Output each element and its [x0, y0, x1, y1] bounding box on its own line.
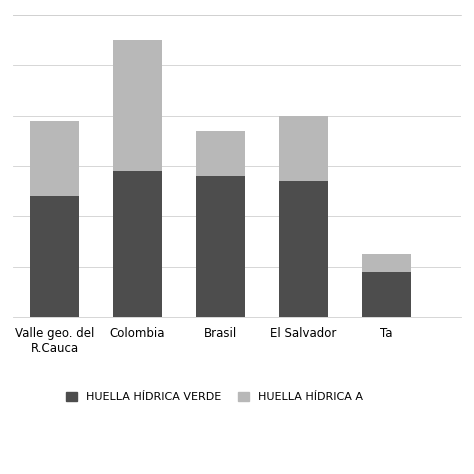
- Bar: [196, 176, 246, 317]
- Bar: [30, 196, 80, 317]
- Bar: [362, 254, 411, 272]
- Bar: [30, 121, 80, 196]
- Bar: [196, 131, 246, 176]
- Bar: [279, 116, 328, 181]
- Bar: [113, 171, 163, 317]
- Bar: [362, 272, 411, 317]
- Bar: [113, 40, 163, 171]
- Legend: HUELLA HÍDRICA VERDE, HUELLA HÍDRICA A: HUELLA HÍDRICA VERDE, HUELLA HÍDRICA A: [66, 392, 363, 402]
- Bar: [279, 181, 328, 317]
